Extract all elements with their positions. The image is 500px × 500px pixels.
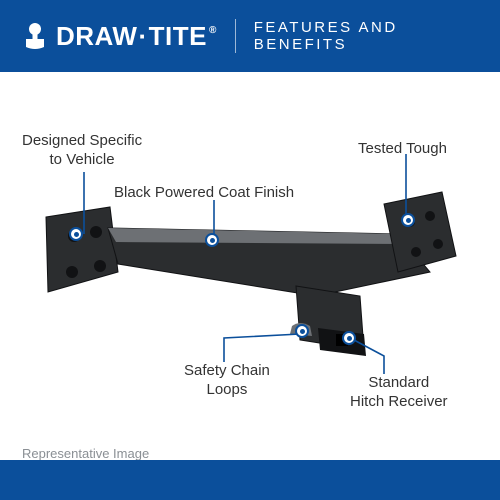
diagram-area: Designed Specificto Vehicle Black Powered… <box>0 72 500 460</box>
callout-label-c4: Safety ChainLoops <box>184 362 270 400</box>
callout-marker-c4 <box>295 324 309 338</box>
callout-marker-c2 <box>205 233 219 247</box>
header-divider <box>235 19 236 53</box>
bottom-accent-bar <box>0 460 500 500</box>
callout-label-c3: Tested Tough <box>358 140 447 159</box>
callout-label-c5: StandardHitch Receiver <box>350 374 448 412</box>
logo-word1: DRAW <box>56 21 137 52</box>
hitch-ball-icon <box>20 21 50 51</box>
header-bar: DRAW · TITE ® FEATURES AND BENEFITS <box>0 0 500 72</box>
callout-marker-c1 <box>69 227 83 241</box>
logo-text: DRAW · TITE ® <box>56 21 217 52</box>
logo-dot: · <box>138 21 147 52</box>
callout-marker-c5 <box>342 331 356 345</box>
page-root: DRAW · TITE ® FEATURES AND BENEFITS Desi… <box>0 0 500 500</box>
brand-logo: DRAW · TITE ® <box>20 21 217 52</box>
callout-marker-c3 <box>401 213 415 227</box>
callout-label-c1: Designed Specificto Vehicle <box>22 132 142 170</box>
registered-mark: ® <box>209 25 217 36</box>
callout-label-c2: Black Powered Coat Finish <box>114 184 294 203</box>
logo-word2: TITE <box>149 21 207 52</box>
header-subtitle: FEATURES AND BENEFITS <box>254 19 480 53</box>
footnote-text: Representative Image <box>22 446 149 461</box>
